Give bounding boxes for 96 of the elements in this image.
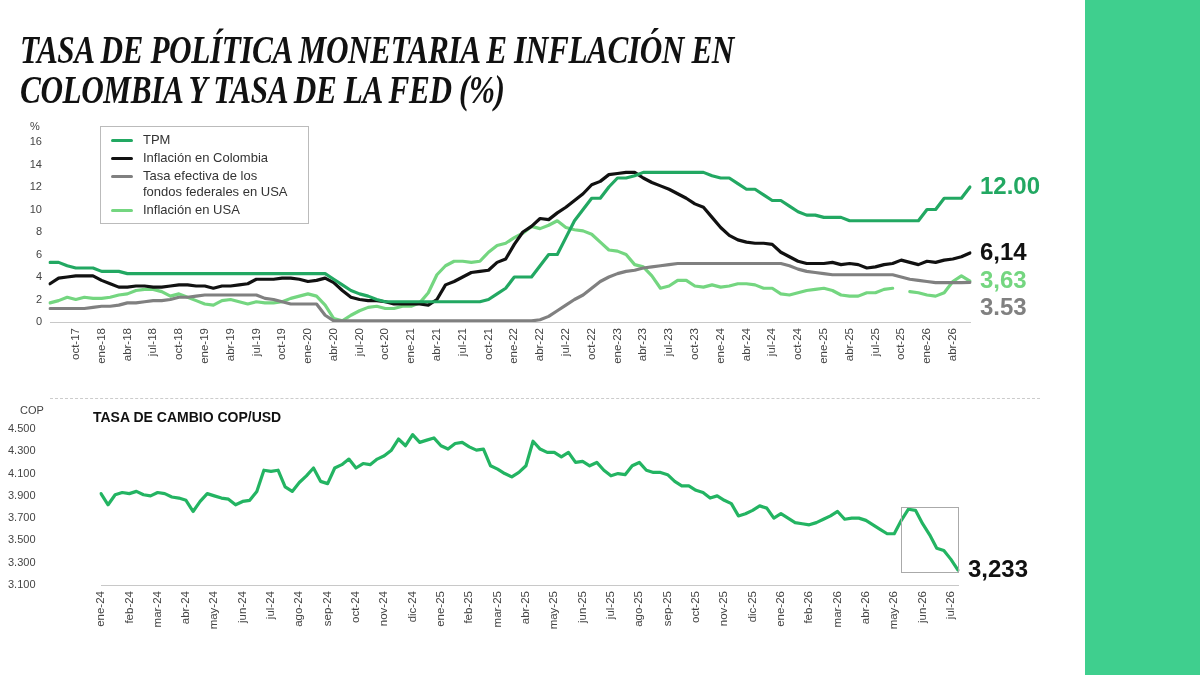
y-tick-label: 16 [29, 135, 42, 148]
y-tick-label: 4.300 [8, 444, 36, 457]
x-tick-label: ene-24 [713, 327, 726, 364]
x-tick-label: oct-23 [688, 328, 701, 360]
y-tick-label: 4 [35, 270, 42, 283]
x-tick-label: ene-23 [610, 328, 623, 364]
x-tick-label: jul-25 [868, 328, 881, 358]
data-label: 12.00 [980, 171, 1041, 199]
legend-label: Inflación en Colombia [143, 150, 270, 166]
x-tick-label: sep-24 [320, 590, 333, 627]
x-tick-label: ene-25 [434, 591, 447, 627]
y-tick-label: 10 [29, 202, 42, 215]
y-tick-label: 3.100 [8, 578, 36, 591]
x-tick-label: jul-22 [559, 328, 572, 358]
chart-title: TASA DE CAMBIO COP/USD [93, 409, 282, 425]
x-tick-label: oct-17 [68, 328, 81, 360]
y-tick-label: 0 [35, 315, 42, 328]
x-tick-label: ene-20 [301, 328, 314, 364]
x-tick-label: dic-25 [745, 591, 758, 623]
x-tick-label: jul-20 [352, 328, 365, 358]
x-tick-label: oct-19 [275, 328, 288, 360]
x-tick-label: abr-25 [842, 328, 855, 362]
x-tick-label: may-24 [207, 590, 220, 630]
x-tick-label: abr-26 [859, 591, 872, 625]
x-tick-label: may-25 [547, 591, 560, 630]
y-tick-label: 4.100 [8, 466, 36, 479]
x-tick-label: ene-22 [507, 328, 520, 364]
y-tick-label: 2 [35, 292, 42, 305]
x-tick-label: abr-18 [120, 328, 133, 362]
y-tick-label: 8 [35, 225, 42, 238]
x-tick-label: oct-20 [378, 328, 391, 360]
x-tick-label: ago-25 [632, 591, 645, 627]
x-tick-label: jul-21 [455, 328, 468, 358]
x-tick-label: jul-26 [944, 591, 957, 621]
x-tick-label: mar-25 [490, 591, 503, 628]
y-tick-label: 6 [35, 247, 42, 260]
x-tick-label: jul-25 [604, 591, 617, 621]
y-tick-label: 4.500 [8, 422, 36, 435]
y-tick-label: 3.300 [8, 555, 36, 568]
y-tick-label: 3.700 [8, 511, 36, 524]
x-tick-label: abr-19 [223, 328, 236, 362]
x-tick-label: jun-25 [575, 591, 588, 624]
x-tick-label: jul-24 [264, 590, 277, 621]
x-tick-label: jun-26 [915, 591, 928, 624]
x-tick-label: abr-26 [945, 328, 958, 362]
x-tick-label: jul-18 [146, 328, 159, 358]
data-label: 3,63 [980, 265, 1027, 293]
x-tick-label: feb-25 [462, 591, 475, 624]
y-axis-title: COP [20, 404, 44, 416]
x-tick-label: may-26 [887, 591, 900, 630]
x-tick-label: oct-24 [791, 327, 804, 360]
data-label: 6,14 [980, 237, 1028, 265]
x-tick-label: mar-24 [150, 590, 163, 628]
x-tick-label: abr-23 [636, 328, 649, 362]
data-label: 3.53 [980, 292, 1027, 320]
x-tick-label: ene-26 [920, 328, 933, 364]
text: 3,233 [968, 554, 1029, 582]
x-tick-label: ene-19 [197, 328, 210, 364]
y-axis-title: % [30, 120, 40, 132]
y-tick-label: 12 [29, 180, 42, 193]
legend-label: Tasa efectiva de los fondos federales en USA [143, 168, 289, 200]
x-tick-label: oct-18 [172, 328, 185, 360]
x-tick-label: ene-24 [94, 590, 107, 627]
x-tick-label: feb-26 [802, 591, 815, 624]
x-tick-label: dic-24 [405, 590, 418, 623]
x-tick-label: abr-22 [533, 328, 546, 362]
x-tick-label: abr-25 [519, 591, 532, 625]
x-tick-label: oct-24 [349, 590, 362, 623]
x-tick-label: abr-20 [326, 328, 339, 362]
y-tick-label: 3.500 [8, 533, 36, 546]
x-tick-label: abr-24 [739, 327, 752, 362]
y-tick-label: 14 [29, 157, 42, 170]
x-tick-label: ago-24 [292, 590, 305, 627]
x-tick-label: ene-26 [774, 591, 787, 627]
x-tick-label: feb-24 [122, 590, 135, 624]
x-tick-label: ene-25 [817, 328, 829, 364]
x-tick-label: jul-19 [249, 328, 262, 358]
x-tick-label: nov-24 [377, 590, 390, 627]
x-tick-label: jun-24 [235, 590, 248, 624]
x-tick-label: nov-25 [717, 591, 730, 627]
x-tick-label: oct-25 [689, 591, 702, 623]
x-tick-label: ene-18 [94, 328, 107, 364]
x-tick-label: jul-24 [765, 327, 778, 358]
legend-label: TPM [143, 132, 172, 148]
x-tick-label: abr-24 [179, 590, 192, 625]
y-tick-label: 3.900 [8, 488, 36, 501]
x-tick-label: abr-21 [430, 328, 443, 362]
x-tick-label: oct-21 [481, 328, 494, 360]
x-tick-label: ene-21 [404, 328, 417, 364]
x-tick-label: jul-23 [662, 328, 675, 358]
x-tick-label: mar-26 [830, 591, 843, 628]
x-tick-label: oct-22 [584, 328, 597, 360]
x-tick-label: sep-25 [660, 591, 673, 627]
x-tick-label: oct-25 [894, 328, 907, 360]
chart-title: TASA DE POLÍTICA MONETARIA E INFLACIÓN EN COLOMBIA Y TASA DE LA FED (%) [20, 27, 736, 112]
legend-label: Inflación en USA [143, 202, 241, 218]
